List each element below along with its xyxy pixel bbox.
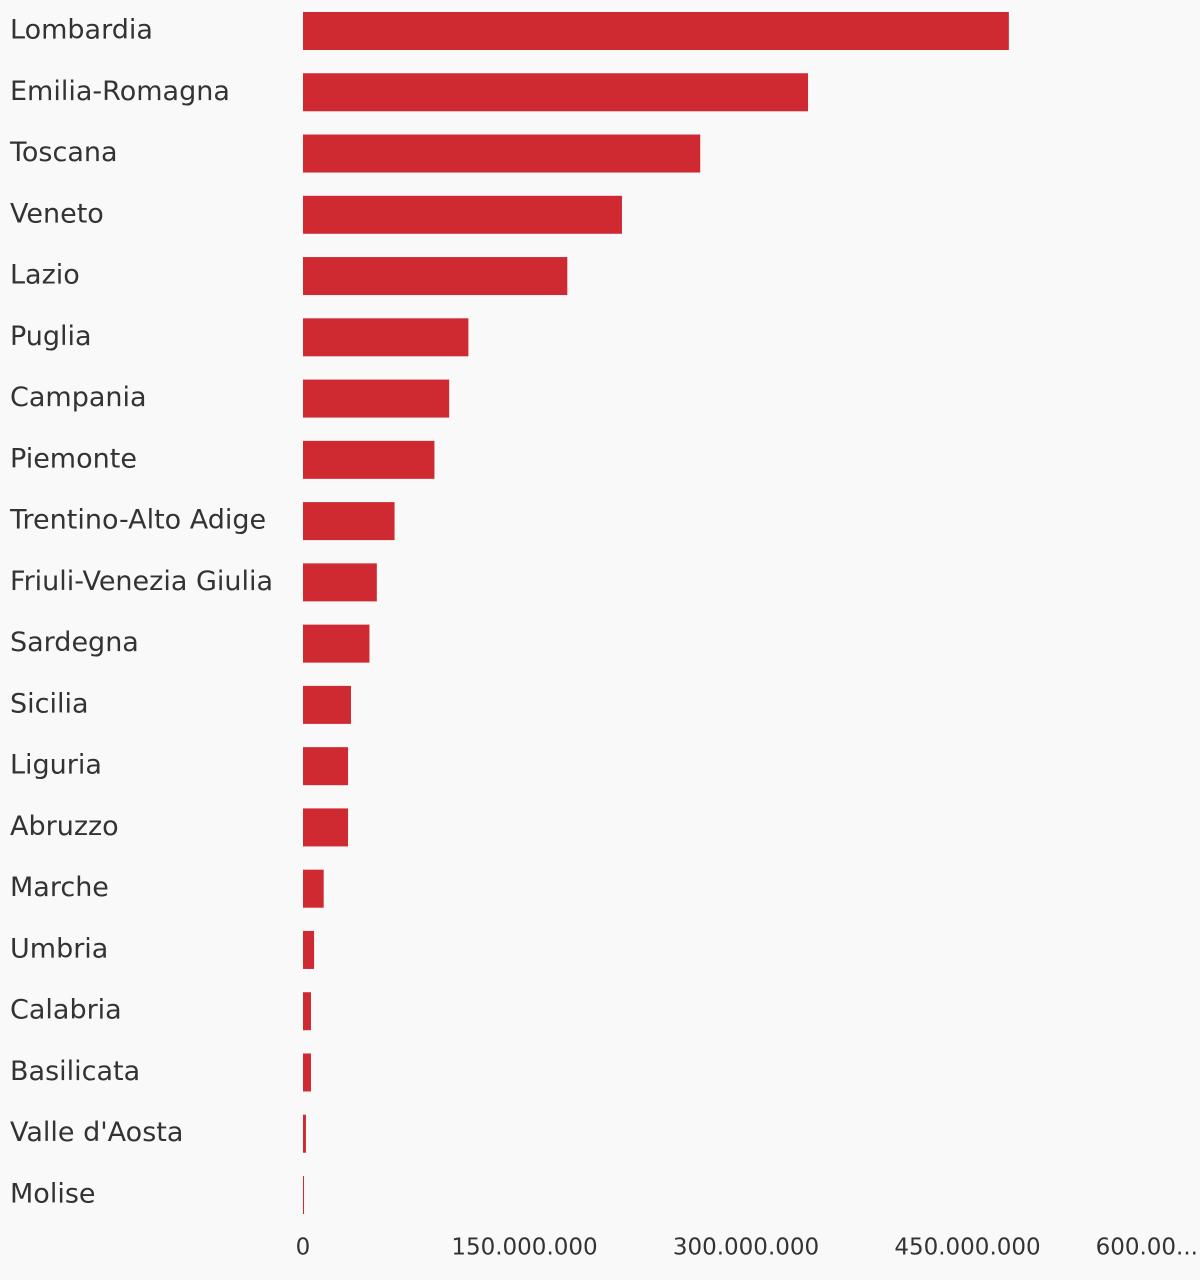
bar bbox=[303, 257, 568, 296]
x-tick-label: 300.000.000 bbox=[673, 1235, 819, 1261]
bar bbox=[303, 930, 315, 969]
y-tick-label: Campania bbox=[10, 382, 147, 413]
y-tick-label: Sardegna bbox=[10, 627, 139, 658]
bar bbox=[303, 440, 435, 479]
bar bbox=[303, 73, 809, 112]
y-tick-label: Molise bbox=[10, 1179, 96, 1210]
bar bbox=[303, 12, 1009, 50]
bar bbox=[303, 195, 622, 234]
x-tick-label: 150.000.000 bbox=[451, 1235, 597, 1261]
y-tick-label: Umbria bbox=[10, 933, 108, 964]
y-tick-label: Lombardia bbox=[10, 15, 153, 46]
x-tick-label: 0 bbox=[296, 1235, 311, 1261]
y-tick-label: Toscana bbox=[9, 137, 118, 168]
y-tick-label: Piemonte bbox=[10, 443, 137, 474]
y-tick-label: Sicilia bbox=[10, 688, 89, 719]
x-tick-label: 600.00... bbox=[1096, 1235, 1198, 1261]
bar bbox=[303, 379, 450, 418]
y-tick-label: Basilicata bbox=[10, 1056, 140, 1087]
bar bbox=[303, 1176, 305, 1214]
bar bbox=[303, 563, 377, 602]
y-tick-label: Veneto bbox=[10, 198, 104, 229]
bar bbox=[303, 1053, 311, 1092]
y-tick-label: Trentino-Alto Adige bbox=[9, 505, 266, 536]
y-tick-label: Friuli-Venezia Giulia bbox=[10, 566, 273, 597]
bar bbox=[303, 869, 324, 908]
bar bbox=[303, 685, 351, 724]
y-tick-label: Emilia-Romagna bbox=[10, 76, 230, 107]
y-tick-label: Puglia bbox=[10, 321, 92, 352]
y-tick-label: Valle d'Aosta bbox=[10, 1117, 183, 1148]
y-tick-label: Calabria bbox=[10, 995, 122, 1026]
x-tick-label: 450.000.000 bbox=[894, 1235, 1040, 1261]
bar bbox=[303, 318, 469, 357]
bar bbox=[303, 808, 349, 847]
bar bbox=[303, 747, 349, 786]
bar bbox=[303, 134, 701, 173]
y-tick-label: Liguria bbox=[10, 750, 102, 781]
bar bbox=[303, 1114, 306, 1153]
bar bbox=[303, 502, 395, 541]
y-tick-label: Marche bbox=[10, 872, 109, 903]
bar bbox=[303, 992, 311, 1031]
y-tick-label: Lazio bbox=[10, 260, 80, 291]
bar bbox=[303, 624, 370, 663]
y-tick-label: Abruzzo bbox=[10, 811, 119, 842]
